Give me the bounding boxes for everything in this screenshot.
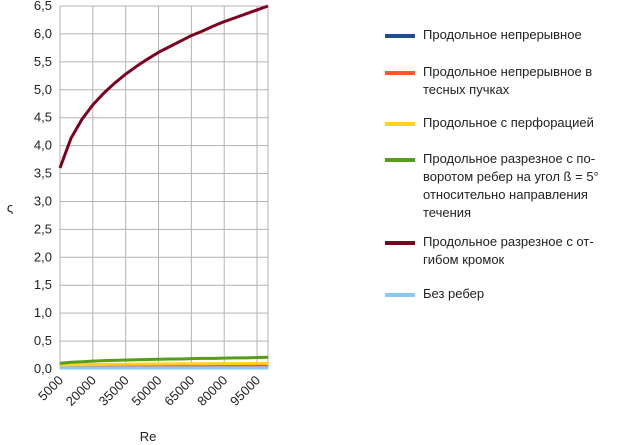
y-tick-label: 4,0 [34,138,52,153]
legend-swatch [385,71,415,75]
y-tick-label: 6,0 [34,26,52,41]
legend-swatch [385,158,415,162]
series-line [59,361,268,367]
x-tick-label: 95000 [227,373,263,409]
x-axis-title: Re [140,429,157,444]
series-line [58,4,269,169]
y-tick-label: 4,5 [34,110,52,125]
y-axis-title: ς [7,200,13,215]
x-tick-label: 50000 [128,373,164,409]
legend-swatch [385,122,415,126]
x-tick-label: 80000 [194,373,230,409]
legend-swatch [385,241,415,245]
legend-label: Продольное непрерывное [423,27,582,42]
x-tick-label: 65000 [161,373,197,409]
legend-label: Продольное с перфорацией [423,115,594,130]
y-tick-label: 2,5 [34,221,52,236]
y-tick-label: 5,5 [34,54,52,69]
y-tick-label: 3,5 [34,166,52,181]
series-line [59,355,269,365]
legend-label: Без ребер [423,286,485,301]
x-tick-label: 5000 [35,373,66,404]
y-tick-label: 2,0 [34,249,52,264]
y-tick-label: 6,5 [34,0,52,13]
legend-label: Продольное разрезное с по-воротом ребер … [423,151,599,220]
y-tick-label: 3,0 [34,193,52,208]
legend-swatch [385,34,415,38]
legend-label: Продольное разрезное с от-гибом кромок [423,234,594,267]
y-tick-label: 1,5 [34,277,52,292]
y-tick-label: 0,5 [34,333,52,348]
x-tick-label: 35000 [96,373,132,409]
legend-swatch [385,293,415,297]
y-tick-label: 0,0 [34,361,52,376]
y-tick-label: 5,0 [34,82,52,97]
x-tick-label: 20000 [63,373,99,409]
y-tick-label: 1,0 [34,305,52,320]
legend-label: Продольное непрерывное в тесных пучках [423,64,593,97]
